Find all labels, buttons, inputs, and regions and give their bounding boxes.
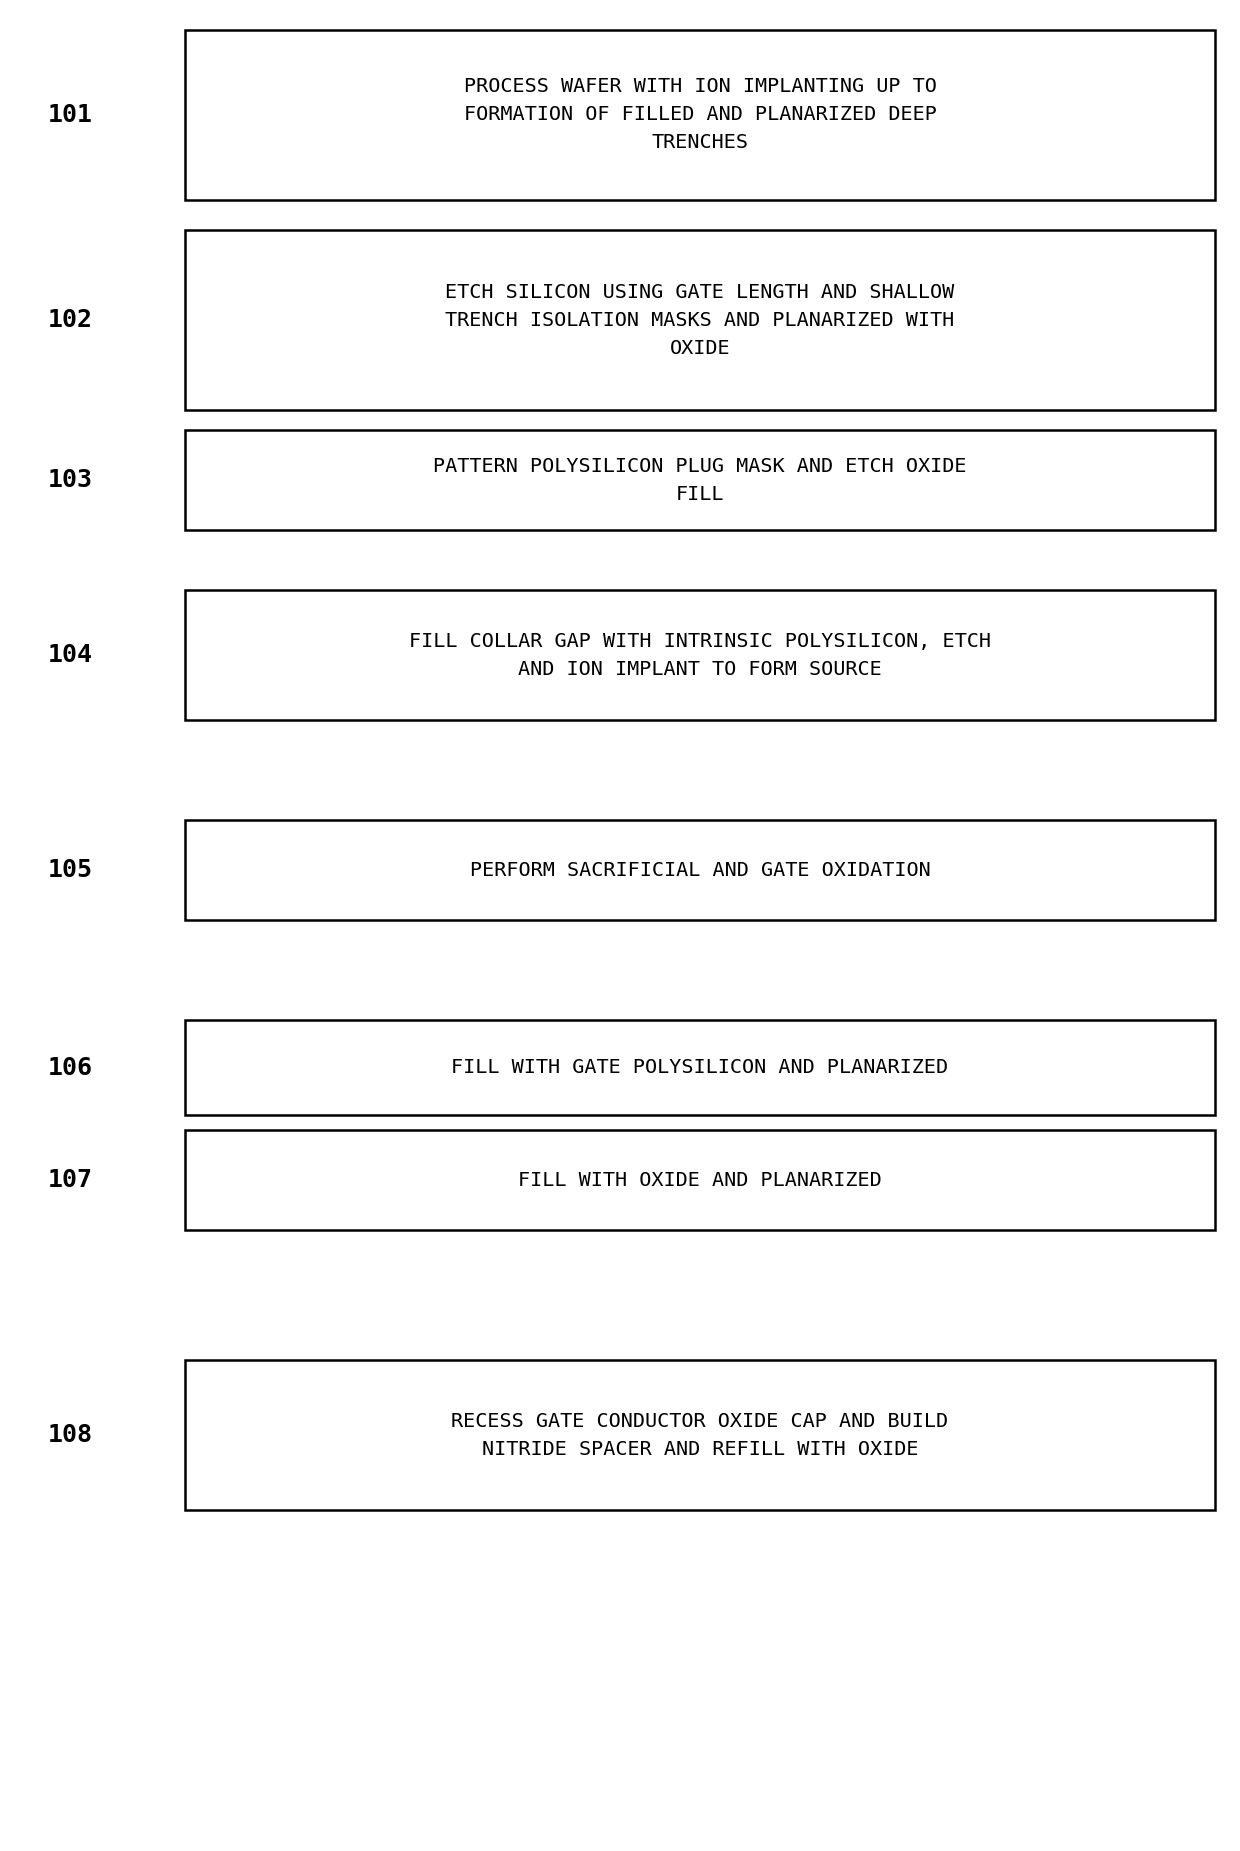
Text: PERFORM SACRIFICIAL AND GATE OXIDATION: PERFORM SACRIFICIAL AND GATE OXIDATION — [470, 861, 930, 879]
Text: 102: 102 — [47, 307, 93, 331]
Text: 106: 106 — [47, 1055, 93, 1079]
Bar — [185, 429, 1215, 529]
Text: FILL COLLAR GAP WITH INTRINSIC POLYSILICON, ETCH
AND ION IMPLANT TO FORM SOURCE: FILL COLLAR GAP WITH INTRINSIC POLYSILIC… — [409, 631, 991, 679]
Text: 103: 103 — [47, 468, 93, 492]
Text: 107: 107 — [47, 1168, 93, 1192]
Text: PROCESS WAFER WITH ION IMPLANTING UP TO
FORMATION OF FILLED AND PLANARIZED DEEP
: PROCESS WAFER WITH ION IMPLANTING UP TO … — [464, 78, 936, 152]
Bar — [185, 590, 1215, 720]
Bar — [185, 820, 1215, 920]
Text: FILL WITH OXIDE AND PLANARIZED: FILL WITH OXIDE AND PLANARIZED — [518, 1170, 882, 1190]
Bar — [185, 30, 1215, 200]
Bar — [185, 1129, 1215, 1231]
Text: 104: 104 — [47, 642, 93, 666]
Text: 108: 108 — [47, 1423, 93, 1447]
Bar — [185, 230, 1215, 411]
Text: ETCH SILICON USING GATE LENGTH AND SHALLOW
TRENCH ISOLATION MASKS AND PLANARIZED: ETCH SILICON USING GATE LENGTH AND SHALL… — [445, 283, 955, 357]
Text: 101: 101 — [47, 104, 93, 128]
Text: RECESS GATE CONDUCTOR OXIDE CAP AND BUILD
NITRIDE SPACER AND REFILL WITH OXIDE: RECESS GATE CONDUCTOR OXIDE CAP AND BUIL… — [451, 1412, 949, 1459]
Text: 105: 105 — [47, 859, 93, 881]
Bar — [185, 1360, 1215, 1510]
Bar — [185, 1020, 1215, 1114]
Text: PATTERN POLYSILICON PLUG MASK AND ETCH OXIDE
FILL: PATTERN POLYSILICON PLUG MASK AND ETCH O… — [433, 457, 967, 503]
Text: FILL WITH GATE POLYSILICON AND PLANARIZED: FILL WITH GATE POLYSILICON AND PLANARIZE… — [451, 1059, 949, 1077]
